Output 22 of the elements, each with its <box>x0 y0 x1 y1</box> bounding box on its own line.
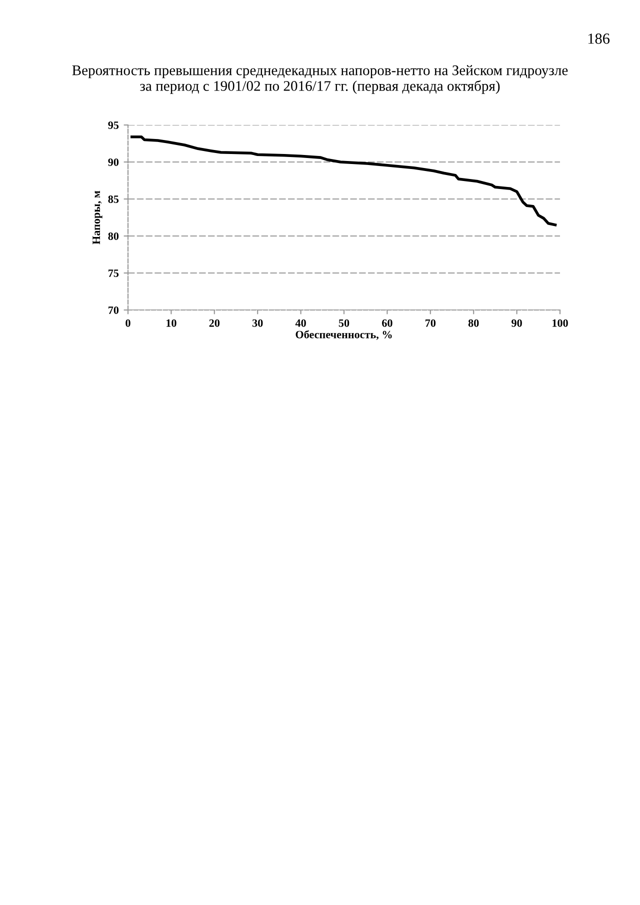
x-tick-label: 30 <box>252 319 263 327</box>
y-tick-label: 90 <box>108 158 119 166</box>
y-axis-title: Напоры, м <box>92 190 102 244</box>
x-tick-label: 80 <box>468 319 479 327</box>
y-tick-label: 75 <box>108 270 119 277</box>
text: 186 <box>588 34 610 44</box>
x-tick-label: 100 <box>552 319 568 327</box>
line-series <box>130 135 557 226</box>
x-tick-label: 40 <box>295 319 306 327</box>
chart-title: Вероятность превышения среднедекадных напоров-нетто на Зейском гидроузле за период с 1901/02 по 2016/17 гг. (первая декада октября) <box>72 65 568 94</box>
x-tick-label: 70 <box>425 319 436 327</box>
x-tick-label: 60 <box>382 319 392 327</box>
x-tick-label: 10 <box>166 319 176 327</box>
y-tick-label: 95 <box>108 121 119 129</box>
y-tick-label: 80 <box>108 232 119 240</box>
y-tick-label: 85 <box>108 195 119 203</box>
x-tick-label: 90 <box>512 319 522 327</box>
x-axis-title: Обеспеченность, % <box>296 330 392 340</box>
y-tick-label: 70 <box>108 306 119 314</box>
x-tick-label: 0 <box>126 319 130 327</box>
x-tick-label: 50 <box>338 319 350 327</box>
x-tick-label: 20 <box>209 319 220 327</box>
